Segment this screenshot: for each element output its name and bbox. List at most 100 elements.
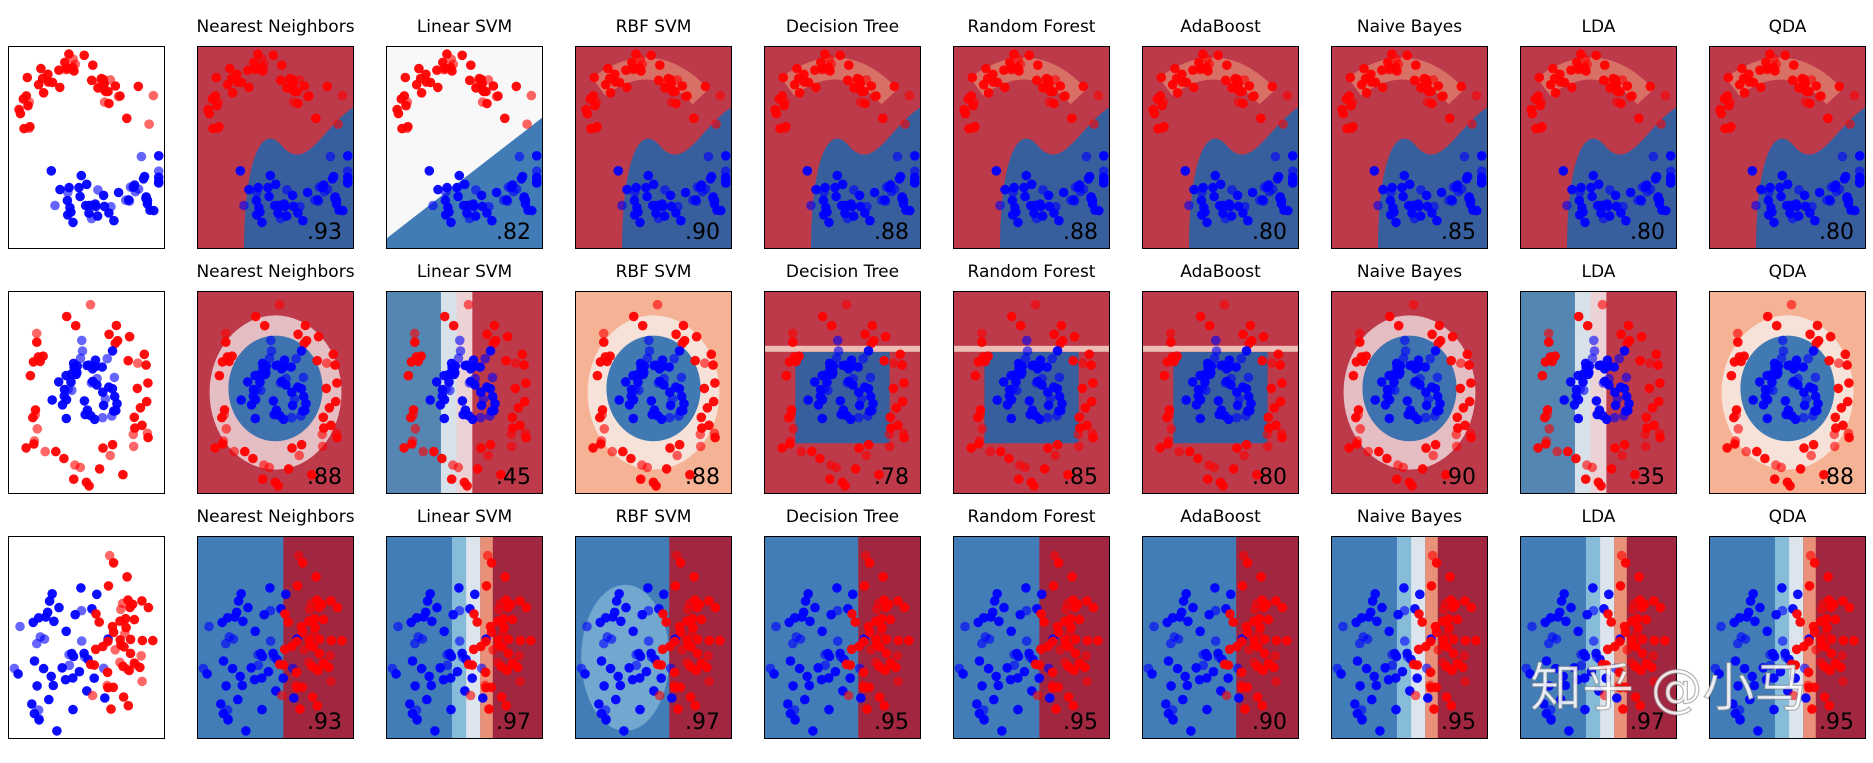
blue-point bbox=[1614, 353, 1624, 364]
red-point bbox=[1630, 469, 1640, 480]
red-point bbox=[1548, 63, 1558, 74]
red-point bbox=[322, 81, 333, 92]
blue-point bbox=[487, 391, 498, 402]
red-point bbox=[1616, 329, 1626, 340]
blue-point bbox=[1204, 609, 1214, 620]
red-point bbox=[777, 443, 787, 453]
blue-point bbox=[424, 166, 435, 176]
red-point bbox=[287, 443, 297, 453]
red-point bbox=[1771, 460, 1781, 470]
red-point bbox=[810, 65, 820, 75]
blue-point bbox=[1180, 166, 1191, 176]
red-point bbox=[1567, 82, 1577, 93]
blue-point bbox=[1610, 400, 1621, 411]
blue-point bbox=[266, 335, 276, 346]
red-point bbox=[411, 79, 422, 90]
blue-point bbox=[811, 184, 821, 195]
red-point bbox=[1641, 412, 1652, 423]
red-point bbox=[484, 704, 494, 714]
red-point bbox=[1356, 79, 1367, 90]
blue-point bbox=[599, 681, 609, 691]
blue-point bbox=[1791, 355, 1802, 365]
red-point bbox=[1278, 119, 1288, 129]
blue-point bbox=[1410, 376, 1421, 387]
red-point bbox=[1811, 645, 1821, 655]
red-point bbox=[488, 645, 498, 655]
red-point bbox=[1844, 602, 1855, 613]
blue-point bbox=[1747, 166, 1758, 176]
blue-point bbox=[1580, 704, 1590, 715]
blue-point bbox=[647, 409, 657, 420]
red-point bbox=[1644, 383, 1655, 394]
red-point bbox=[503, 648, 514, 659]
blue-point bbox=[617, 200, 627, 211]
red-point bbox=[1240, 704, 1250, 714]
red-point bbox=[1428, 450, 1438, 461]
blue-point bbox=[238, 616, 248, 627]
panel-score: .88 bbox=[1819, 465, 1854, 490]
red-point bbox=[514, 651, 524, 661]
red-point bbox=[130, 423, 140, 433]
red-point bbox=[682, 91, 692, 101]
blue-point bbox=[856, 693, 866, 703]
blue-point bbox=[1413, 355, 1424, 365]
blue-point bbox=[1767, 207, 1777, 217]
red-point bbox=[1441, 692, 1452, 702]
red-point bbox=[432, 65, 442, 75]
red-point bbox=[403, 370, 414, 381]
red-point bbox=[628, 311, 639, 322]
blue-point bbox=[1541, 656, 1552, 666]
blue-point bbox=[809, 377, 820, 387]
red-point bbox=[489, 320, 500, 331]
red-point bbox=[123, 355, 133, 366]
blue-point bbox=[235, 166, 246, 176]
red-point bbox=[1402, 50, 1412, 61]
red-point bbox=[1563, 446, 1573, 457]
red-point bbox=[111, 320, 122, 331]
red-point bbox=[408, 410, 418, 420]
axes-frame bbox=[1520, 291, 1677, 494]
blue-point bbox=[664, 412, 675, 423]
blue-point bbox=[252, 187, 262, 198]
blue-point bbox=[439, 626, 449, 637]
red-point bbox=[683, 604, 693, 615]
red-point bbox=[899, 432, 909, 443]
red-point bbox=[122, 572, 132, 582]
blue-point bbox=[576, 663, 587, 674]
red-point bbox=[517, 349, 528, 360]
red-point bbox=[1088, 432, 1098, 443]
blue-point bbox=[1601, 673, 1611, 683]
blue-point bbox=[1402, 396, 1413, 406]
blue-point bbox=[1019, 666, 1030, 677]
red-point bbox=[1821, 628, 1831, 639]
red-point bbox=[1254, 613, 1265, 624]
blue-point bbox=[865, 391, 876, 402]
blue-point bbox=[978, 705, 989, 715]
red-point bbox=[977, 337, 987, 347]
red-point bbox=[702, 403, 713, 413]
blue-point bbox=[789, 613, 800, 623]
red-point bbox=[710, 602, 721, 613]
blue-point bbox=[1034, 414, 1045, 425]
red-point bbox=[324, 403, 335, 413]
blue-point bbox=[1476, 151, 1487, 161]
blue-point bbox=[1560, 680, 1571, 691]
panel-title: LDA bbox=[1582, 262, 1616, 282]
blue-point bbox=[1558, 166, 1569, 176]
red-point bbox=[690, 595, 700, 605]
red-point bbox=[1817, 604, 1827, 615]
blue-point bbox=[1813, 398, 1823, 409]
red-point bbox=[1660, 635, 1670, 646]
red-point bbox=[1812, 320, 1823, 331]
red-point bbox=[1430, 439, 1441, 450]
blue-point bbox=[482, 208, 492, 218]
blue-point bbox=[1556, 596, 1567, 606]
blue-point bbox=[33, 613, 44, 623]
blue-point bbox=[1086, 192, 1096, 202]
red-point bbox=[976, 328, 987, 339]
red-point bbox=[1047, 680, 1057, 691]
red-point bbox=[899, 378, 909, 388]
red-point bbox=[699, 383, 710, 394]
red-point bbox=[1082, 635, 1093, 646]
